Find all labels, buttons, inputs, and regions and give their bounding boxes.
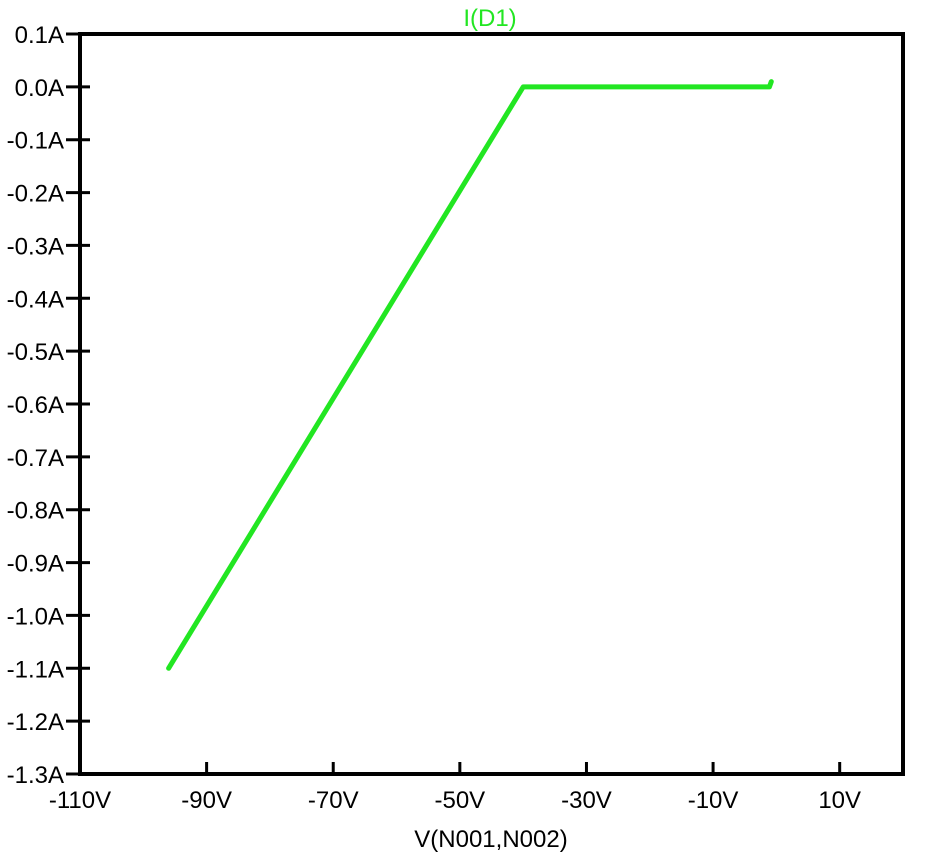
series-line-i-d1: [166, 79, 774, 671]
plot-frame: [78, 32, 905, 776]
chart-title: I(D1): [463, 5, 516, 32]
y-tick-label: -1.1A: [7, 656, 64, 683]
y-tick-label: -0.9A: [7, 551, 64, 578]
series-layer: [166, 79, 774, 671]
y-tick-label: 0.0A: [15, 75, 64, 102]
x-tick-label: -30V: [561, 787, 612, 814]
y-tick-label: -0.5A: [7, 339, 64, 366]
x-tick-label: -70V: [308, 787, 359, 814]
x-tick-label: -110V: [49, 787, 111, 814]
y-tick-label: -1.2A: [7, 709, 64, 736]
y-tick-label: -0.7A: [7, 445, 64, 472]
y-axis-ticks: 0.1A 0.0A -0.1A -0.2A -0.3A -0.4A -0.5A -0.6A -0…: [7, 22, 90, 789]
x-tick-label: 10V: [818, 787, 861, 814]
y-tick-label: 0.1A: [15, 22, 64, 49]
y-tick-label: -0.4A: [7, 286, 64, 313]
y-tick-label: -0.8A: [7, 498, 64, 525]
y-tick-label: -1.0A: [7, 603, 64, 630]
y-tick-label: -0.6A: [7, 392, 64, 419]
x-tick-label: -90V: [181, 787, 232, 814]
x-axis-ticks: -110V -90V -70V -50V -30V -10V 10V: [49, 762, 861, 814]
y-tick-label: -0.2A: [7, 181, 64, 208]
x-tick-label: -10V: [688, 787, 739, 814]
y-tick-label: -1.3A: [7, 762, 64, 789]
x-axis-label: V(N001,N002): [414, 826, 567, 853]
y-tick-label: -0.1A: [7, 128, 64, 155]
x-tick-label: -50V: [434, 787, 485, 814]
y-tick-label: -0.3A: [7, 233, 64, 260]
